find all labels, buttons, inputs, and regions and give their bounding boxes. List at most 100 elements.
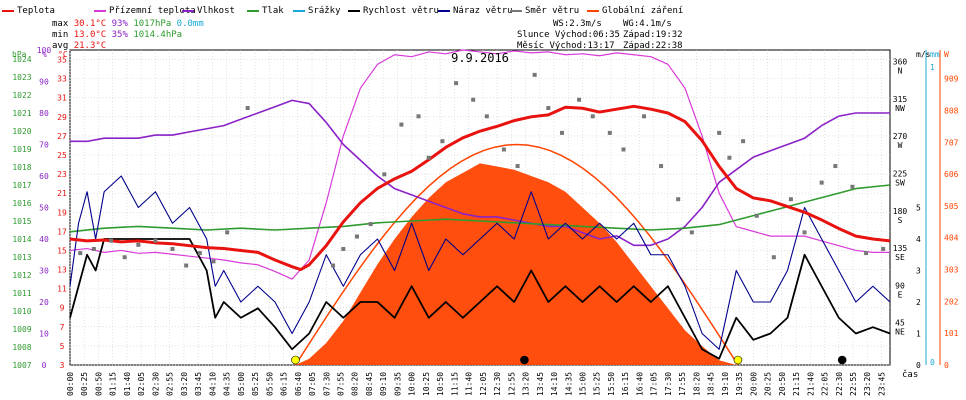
tick-time: 02:05 [137,372,146,396]
tick-hpa: 1024 [12,55,31,64]
tick-humidity: 60 [39,172,49,181]
tick-time: 11:15 [450,372,459,396]
tick-time: 19:35 [735,372,744,396]
tick-wind-speed: 4 [916,235,921,244]
stats-slunce: Slunce Východ:06:35 [517,30,620,40]
tick-time: 08:45 [365,372,374,396]
legend-rychlost-vetru: Rychlost větru [348,6,439,16]
tick-rain: 1 [930,63,935,72]
tick-hpa: 1008 [12,343,31,352]
series-press-line [69,184,891,233]
axis-label-temperature: °C [58,50,68,59]
wind-direction-point [788,197,793,202]
wind-direction-point [211,259,216,264]
tick-hpa: 1013 [12,253,31,262]
tick-time: 22:30 [835,372,844,396]
tick-direction-label: NW [895,104,905,113]
wind-direction-point [355,234,359,239]
tick-hpa: 1010 [12,307,31,316]
tick-time: 10:50 [436,372,445,396]
wind-direction-point [170,246,175,251]
tick-time: 05:00 [237,372,246,396]
stats-mesic-zapad: Západ:22:38 [623,41,683,51]
tick-temperature: 29 [57,113,67,122]
wind-direction-point [399,122,404,127]
wind-direction-point [109,238,113,243]
tick-hpa: 1019 [12,145,31,154]
tick-time: 09:10 [379,372,388,396]
wind-direction-point [771,255,776,260]
tick-hpa: 1022 [12,91,31,100]
series-temp-line [69,104,891,272]
wind-direction-point [368,222,373,227]
wind-direction-point [122,255,127,260]
moonset-marker [837,355,847,365]
tick-time: 13:20 [522,372,531,396]
wind-direction-point [78,251,83,256]
sunset-marker [733,355,743,365]
tick-time: 20:00 [749,372,758,396]
legend-naraz-vetru: Náraz větru [438,6,513,16]
wind-direction-point [802,230,807,235]
tick-hpa: 1018 [12,163,31,172]
tick-temperature: 21 [57,189,67,198]
tick-time: 22:55 [849,372,858,396]
tick-time: 17:05 [650,372,659,396]
wind-direction-point [621,147,626,152]
tick-humidity: 100 [37,46,52,55]
tick-direction-degrees: 180 [893,207,908,216]
tick-time: 12:05 [479,372,488,396]
axis-label-humidity: % [42,50,47,59]
tick-hpa: 1020 [12,127,31,136]
stats-slunce-zapad: Západ:19:32 [623,30,683,40]
tick-solar: 101 [944,329,959,338]
tick-solar: 202 [944,297,959,306]
stats-ws: WS:2.3m/s [553,19,602,29]
tick-time: 02:55 [166,372,175,396]
wind-direction-point [454,81,459,86]
tick-temperature: 11 [57,285,67,294]
tick-direction-label: S [898,216,903,225]
tick-direction-degrees: 45 [895,319,905,328]
wind-direction-point [659,164,664,169]
legend-teplota: Teplota [2,6,55,16]
tick-time: 20:25 [764,372,773,396]
tick-time: 07:30 [322,372,331,396]
wind-direction-point [426,155,431,160]
axis-label-time: čas [902,369,918,380]
tick-hpa: 1015 [12,217,31,226]
tick-time: 12:55 [507,372,516,396]
tick-direction-degrees: 135 [893,244,908,253]
tick-wind-speed: 5 [916,204,921,213]
tick-direction-label: W [898,141,903,150]
tick-time: 04:10 [208,372,217,396]
tick-hpa: 1021 [12,109,31,118]
tick-direction-label: NE [895,328,905,337]
tick-humidity: 40 [39,235,49,244]
tick-time: 09:35 [393,372,402,396]
wind-direction-point [727,155,732,160]
tick-solar: 909 [944,75,959,84]
tick-solar: 606 [944,170,959,179]
tick-time: 01:40 [123,372,132,396]
wind-direction-point [577,97,582,102]
tick-time: 14:10 [550,372,559,396]
series-wind-line [69,238,891,360]
tick-humidity: 30 [39,267,49,276]
legend-vlhkost: Vlhkost [182,6,235,16]
wind-direction-point [560,130,564,135]
tick-solar: 303 [944,266,959,275]
tick-time: 15:50 [607,372,616,396]
tick-temperature: 9 [60,304,65,313]
wind-direction-point [245,106,250,111]
wind-direction-point [850,184,855,189]
tick-temperature: 23 [57,170,67,179]
tick-solar: 505 [944,202,959,211]
tick-temperature: 15 [57,246,67,255]
chart-title: 9.9.2016 [451,51,509,65]
wind-direction-point [501,147,506,152]
tick-time: 02:30 [151,372,160,396]
stats-mesic: Měsíc Východ:13:17 [517,41,615,51]
wind-direction-point [153,238,158,243]
